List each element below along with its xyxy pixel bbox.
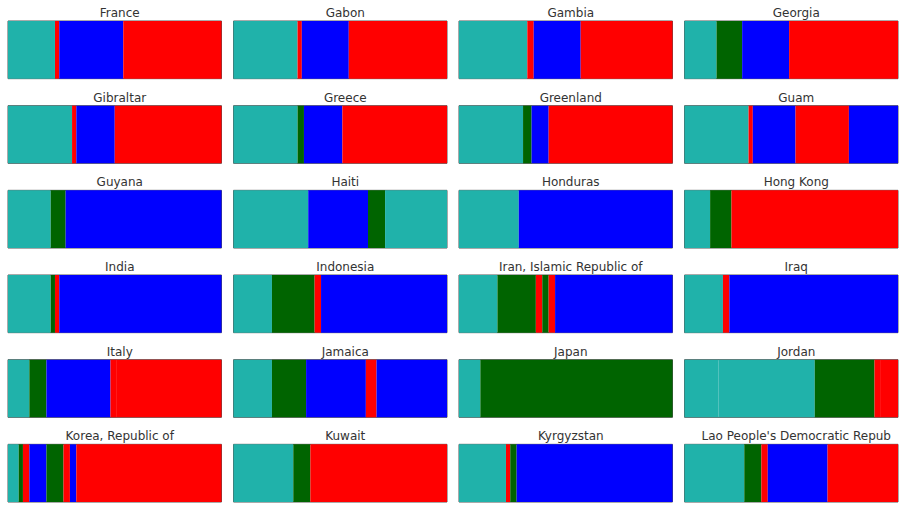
svg-text:France: France xyxy=(100,6,140,20)
svg-text:Haiti: Haiti xyxy=(331,175,359,189)
svg-text:Japan: Japan xyxy=(553,345,587,359)
svg-text:Jamaica: Jamaica xyxy=(321,345,369,359)
svg-text:Guyana: Guyana xyxy=(97,175,143,189)
svg-text:Jordan: Jordan xyxy=(776,345,815,359)
svg-text:Kuwait: Kuwait xyxy=(325,429,365,443)
svg-text:Honduras: Honduras xyxy=(542,175,600,189)
svg-text:Gibraltar: Gibraltar xyxy=(93,91,146,105)
svg-text:Greece: Greece xyxy=(324,91,367,105)
svg-text:Italy: Italy xyxy=(107,345,133,359)
svg-text:Georgia: Georgia xyxy=(773,6,820,20)
svg-text:Iraq: Iraq xyxy=(785,260,808,274)
svg-text:Iran, Islamic Republic of: Iran, Islamic Republic of xyxy=(499,260,643,274)
svg-text:Kyrgyzstan: Kyrgyzstan xyxy=(538,429,604,443)
svg-text:Guam: Guam xyxy=(778,91,814,105)
svg-text:Gabon: Gabon xyxy=(326,6,365,20)
svg-text:Korea, Republic of: Korea, Republic of xyxy=(66,429,175,443)
svg-text:India: India xyxy=(105,260,134,274)
svg-text:Greenland: Greenland xyxy=(540,91,602,105)
svg-text:Lao People's Democratic Repub: Lao People's Democratic Repub xyxy=(702,429,891,443)
svg-text:Gambia: Gambia xyxy=(547,6,594,20)
svg-text:Indonesia: Indonesia xyxy=(316,260,374,274)
svg-text:Hong Kong: Hong Kong xyxy=(764,175,829,189)
